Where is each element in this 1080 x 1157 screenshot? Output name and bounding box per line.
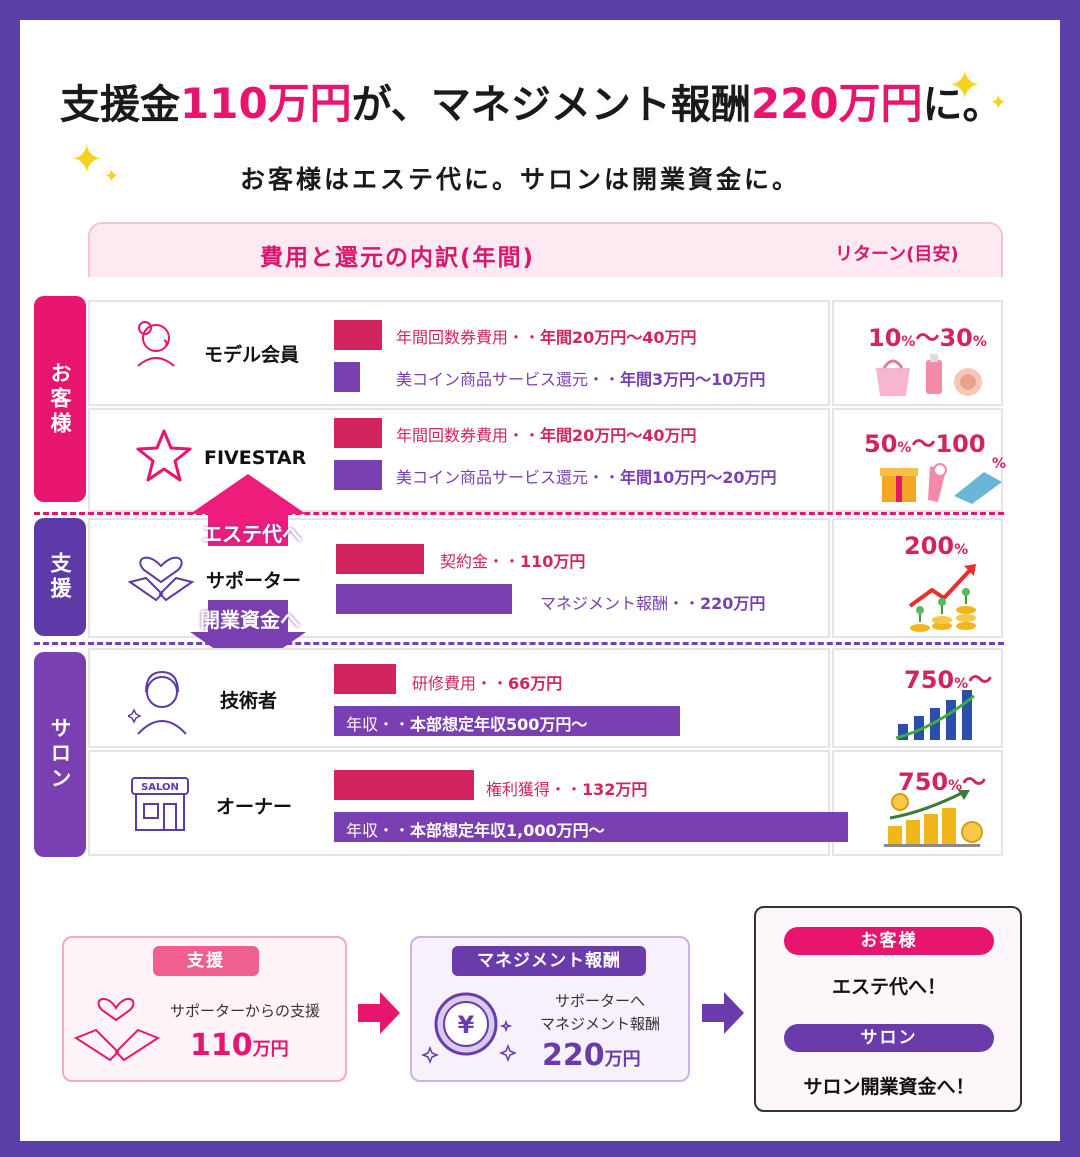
return-bar [334, 706, 680, 736]
return-text: 年収・・本部想定年収1,000万円〜 [346, 821, 605, 840]
headline: 支援金110万円が、マネジメント報酬220万円に。 [60, 70, 1003, 131]
cost-text: 契約金・・110万円 [440, 552, 586, 571]
bar-growth-icon [895, 690, 975, 740]
group-label-customer: お客様 [34, 296, 86, 502]
arrow-up-stem [208, 514, 288, 546]
flow-amount: 220万円 [542, 1038, 641, 1073]
return-percent: 10%〜30% [868, 324, 987, 352]
subheadline: お客様はエステ代に。サロンは開業資金に。 [239, 165, 800, 194]
cost-bar [334, 770, 474, 800]
flow-text: サポーターからの支援 [170, 1002, 321, 1020]
cost-text: 年間回数券費用・・年間20万円〜40万円 [396, 328, 697, 347]
arrow-right-icon [702, 992, 744, 1034]
row-label: FIVESTAR [204, 447, 307, 469]
cost-bar [334, 664, 396, 694]
table-header: 費用と還元の内訳(年間) リターン(目安) [88, 222, 1003, 277]
cost-bar [334, 320, 382, 350]
person-headset-icon [128, 670, 187, 735]
row-model-member [88, 300, 830, 406]
return-percent: 750%〜 [904, 666, 993, 694]
sparkle-icon: ✦ [70, 137, 104, 183]
return-text: 年収・・本部想定年収500万円〜 [346, 715, 588, 734]
svg-text:¥: ¥ [458, 1011, 475, 1039]
return-bar [334, 362, 360, 392]
flow-result-text: エステ代へ！ [831, 976, 946, 998]
table-title: 費用と還元の内訳(年間) [260, 245, 536, 271]
section-divider [34, 642, 1004, 645]
yen-coin-icon: ¥ [420, 992, 518, 1065]
arrow-down-stem [208, 600, 288, 632]
sparkle-icon: ✦ [948, 63, 982, 109]
headline-text: に。 [922, 82, 1003, 128]
heart-handshake-icon [73, 997, 161, 1062]
group-label-support: 支援 [34, 518, 86, 636]
row-label: オーナー [216, 796, 293, 818]
return-bar [336, 584, 512, 614]
flow-text: サポーターへ [554, 992, 645, 1010]
return-column-title: リターン(目安) [835, 244, 959, 265]
arrow-right-icon [358, 992, 400, 1034]
salon-shop-icon: SALON [131, 777, 189, 831]
return-bar [334, 812, 848, 842]
star-outline-icon [136, 429, 192, 482]
section-divider [34, 512, 1004, 515]
return-text: 美コイン商品サービス還元・・年間3万円〜10万円 [396, 370, 766, 389]
group-label-salon: サロン [34, 652, 86, 857]
sparkle-icon: ✦ [104, 166, 120, 187]
return-percent: 50%〜100 [864, 430, 986, 458]
flow-text: マネジメント報酬 [539, 1015, 660, 1033]
row-label: 技術者 [220, 690, 278, 712]
sparkle-icon: ✦ [990, 90, 1007, 114]
cost-text: 年間回数券費用・・年間20万円〜40万円 [396, 426, 697, 445]
arrow-label-opening: 開業資金へ [200, 608, 300, 632]
flow-pill: 支援 [153, 946, 259, 976]
row-label: モデル会員 [204, 344, 300, 366]
cost-text: 研修費用・・66万円 [412, 674, 563, 693]
return-percent: 200% [904, 532, 969, 560]
flow-result-text: サロン開業資金へ！ [803, 1076, 975, 1098]
row-label: サポーター [206, 570, 302, 592]
cosmetics-icon [876, 354, 982, 396]
headline-text: が、マネジメント報酬 [351, 82, 751, 128]
arrow-label-beauty: エステ代へ [202, 522, 302, 546]
cost-bar [336, 544, 424, 574]
heart-handshake-icon [127, 556, 195, 602]
flow-pill-salon: サロン [784, 1024, 994, 1052]
cost-text: 権利獲得・・132万円 [486, 780, 648, 799]
gift-device-mat-icon [880, 463, 1002, 504]
woman-profile-icon [137, 321, 175, 367]
shop-sign-text: SALON [141, 782, 179, 793]
growth-coins-icon [908, 564, 976, 632]
flow-amount: 110万円 [190, 1028, 289, 1063]
headline-text: 支援金 [60, 82, 180, 128]
coin-stacks-icon [884, 790, 983, 847]
headline-amount-management: 220万円 [750, 79, 923, 128]
flow-pill: マネジメント報酬 [452, 946, 646, 976]
flow-pill-customer: お客様 [784, 927, 994, 955]
return-text: 美コイン商品サービス還元・・年間10万円〜20万円 [396, 468, 777, 487]
return-percent-unit: % [992, 456, 1007, 472]
return-text: マネジメント報酬・・220万円 [540, 594, 766, 613]
headline-amount-support: 110万円 [180, 79, 352, 128]
arrow-up-icon [190, 474, 306, 514]
cost-bar [334, 418, 382, 448]
return-bar [334, 460, 382, 490]
